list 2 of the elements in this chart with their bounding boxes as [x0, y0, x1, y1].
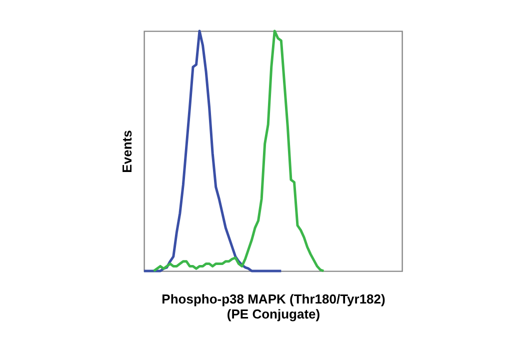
y-axis-title: Events [120, 130, 134, 173]
x-axis-title: Phospho-p38 MAPK (Thr180/Tyr182) (PE Conjugate) [162, 292, 386, 322]
